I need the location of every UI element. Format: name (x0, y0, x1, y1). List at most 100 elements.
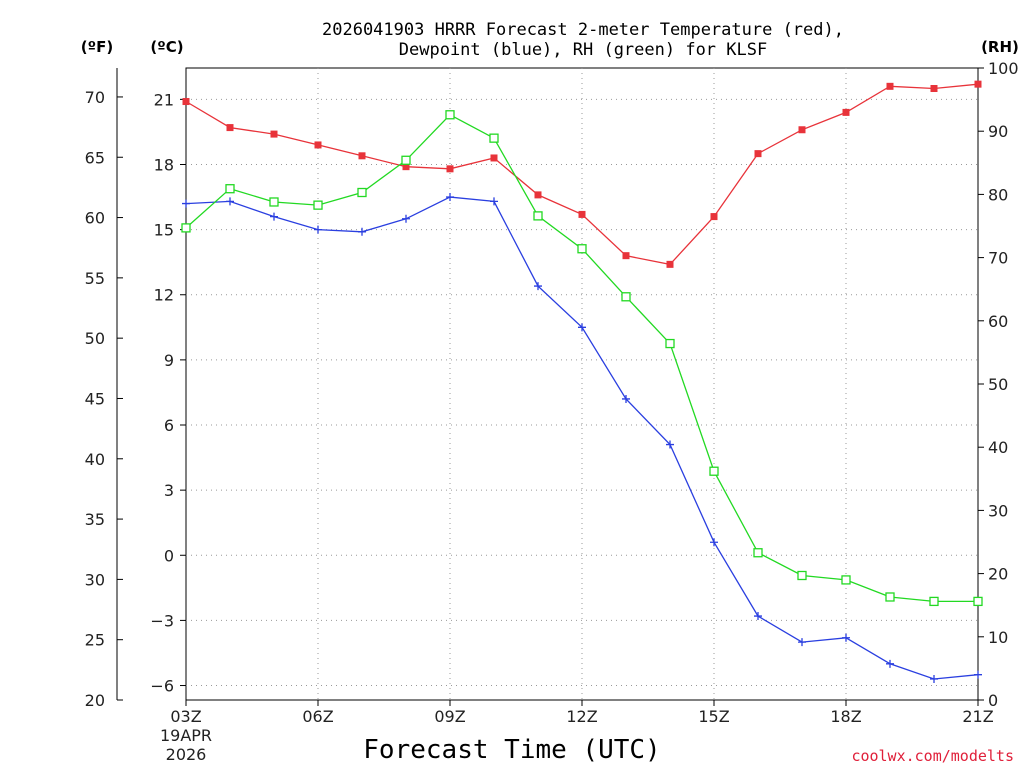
rh-point (753, 548, 763, 558)
dewpoint-point (226, 197, 234, 206)
series-dewpoint (182, 193, 982, 684)
x-tick-label: 12Z (566, 707, 597, 726)
celsius-tick-label: −6 (150, 677, 174, 696)
fahrenheit-unit-label: (ºF) (81, 38, 113, 56)
dewpoint-point (666, 440, 674, 449)
series-layer (181, 80, 983, 684)
temperature-point (314, 141, 322, 149)
rh-point (357, 187, 367, 198)
rh-point (181, 223, 191, 233)
temperature-point (842, 108, 850, 116)
rh-tick-label: 40 (988, 438, 1008, 457)
temperature-point (182, 98, 190, 106)
rh-tick-label: 80 (988, 185, 1008, 204)
celsius-tick-label: 6 (164, 416, 174, 435)
fahrenheit-tick-label: 35 (85, 510, 105, 529)
rh-tick-label: 60 (988, 312, 1008, 331)
dewpoint-point (314, 225, 322, 234)
rh-point (313, 200, 323, 210)
celsius-tick-label: 18 (154, 155, 174, 174)
chart-title-line1: 2026041903 HRRR Forecast 2-meter Tempera… (322, 20, 844, 40)
dewpoint-point (270, 212, 278, 221)
temperature-point (974, 80, 982, 88)
dewpoint-point (974, 670, 982, 679)
x-tick-label: 03Z (170, 707, 201, 726)
celsius-tick-label: 0 (164, 546, 174, 565)
dewpoint-point (798, 638, 806, 647)
credit-link[interactable]: coolwx.com/modelts (851, 747, 1014, 765)
temperature-point (534, 191, 542, 199)
rh-point (797, 570, 807, 581)
celsius-tick-label: 3 (164, 481, 174, 500)
rh-point (709, 466, 719, 476)
temperature-point (270, 130, 278, 138)
tick-layer: 03Z 06Z 09Z 12Z 15Z 18Z 21Z211815129630−3−6706… (85, 59, 1019, 726)
dewpoint-point (446, 193, 454, 202)
rh-point (665, 338, 675, 349)
fahrenheit-tick-label: 30 (85, 570, 105, 589)
series-rh (181, 110, 983, 607)
temperature-point (490, 154, 498, 162)
date-label-day: 19APR (160, 726, 212, 745)
celsius-tick-label: 15 (154, 221, 174, 240)
dewpoint-point (402, 214, 410, 223)
fahrenheit-tick-label: 50 (85, 329, 105, 348)
rh-point (269, 197, 279, 207)
x-axis-title: Forecast Time (UTC) (363, 735, 660, 765)
rh-point (841, 575, 851, 585)
fahrenheit-tick-label: 40 (85, 450, 105, 469)
temperature-point (402, 163, 410, 171)
rh-point (533, 211, 543, 221)
x-tick-label: 18Z (830, 707, 861, 726)
rh-point (973, 596, 983, 607)
dewpoint-point (886, 659, 894, 668)
fahrenheit-tick-label: 65 (85, 148, 105, 167)
temperature-point (226, 124, 234, 132)
x-tick-label: 21Z (962, 707, 993, 726)
dewpoint-point (490, 197, 498, 206)
celsius-tick-label: 9 (164, 351, 174, 370)
temperature-point (710, 213, 718, 221)
fahrenheit-tick-label: 60 (85, 209, 105, 228)
dewpoint-point (622, 394, 630, 403)
fahrenheit-tick-label: 25 (85, 631, 105, 650)
rh-point (401, 155, 411, 165)
dewpoint-point (534, 282, 542, 291)
series-temperature (182, 80, 982, 268)
dewpoint-point (930, 675, 938, 684)
fahrenheit-tick-label: 70 (85, 88, 105, 107)
temperature-point (622, 252, 630, 260)
celsius-tick-label: 12 (154, 286, 174, 305)
rh-point (445, 110, 455, 120)
temperature-point (666, 260, 674, 268)
rh-tick-label: 90 (988, 122, 1008, 141)
dewpoint-point (710, 538, 718, 547)
rh-unit-label: (RH) (981, 38, 1019, 56)
rh-tick-label: 0 (988, 691, 998, 710)
date-label-year: 2026 (166, 745, 207, 764)
fahrenheit-tick-label: 55 (85, 269, 105, 288)
fahrenheit-tick-label: 45 (85, 389, 105, 408)
temperature-point (798, 126, 806, 134)
temperature-point (446, 165, 454, 173)
grid-layer (186, 68, 978, 700)
rh-point (577, 244, 587, 254)
dewpoint-point (754, 612, 762, 621)
temperature-line (185, 83, 979, 266)
rh-point (489, 133, 499, 143)
celsius-tick-label: −3 (150, 611, 174, 630)
fahrenheit-tick-label: 20 (85, 691, 105, 710)
temperature-point (358, 152, 366, 160)
rh-tick-label: 100 (988, 59, 1019, 78)
rh-tick-label: 50 (988, 375, 1008, 394)
dewpoint-point (182, 199, 190, 208)
chart-title-line2: Dewpoint (blue), RH (green) for KLSF (399, 40, 767, 60)
x-tick-label: 09Z (434, 707, 465, 726)
x-tick-label: 06Z (302, 707, 333, 726)
rh-point (225, 184, 235, 194)
temperature-point (930, 85, 938, 93)
temperature-point (754, 150, 762, 158)
rh-point (621, 292, 631, 302)
rh-point (885, 592, 895, 602)
temperature-point (578, 210, 586, 218)
